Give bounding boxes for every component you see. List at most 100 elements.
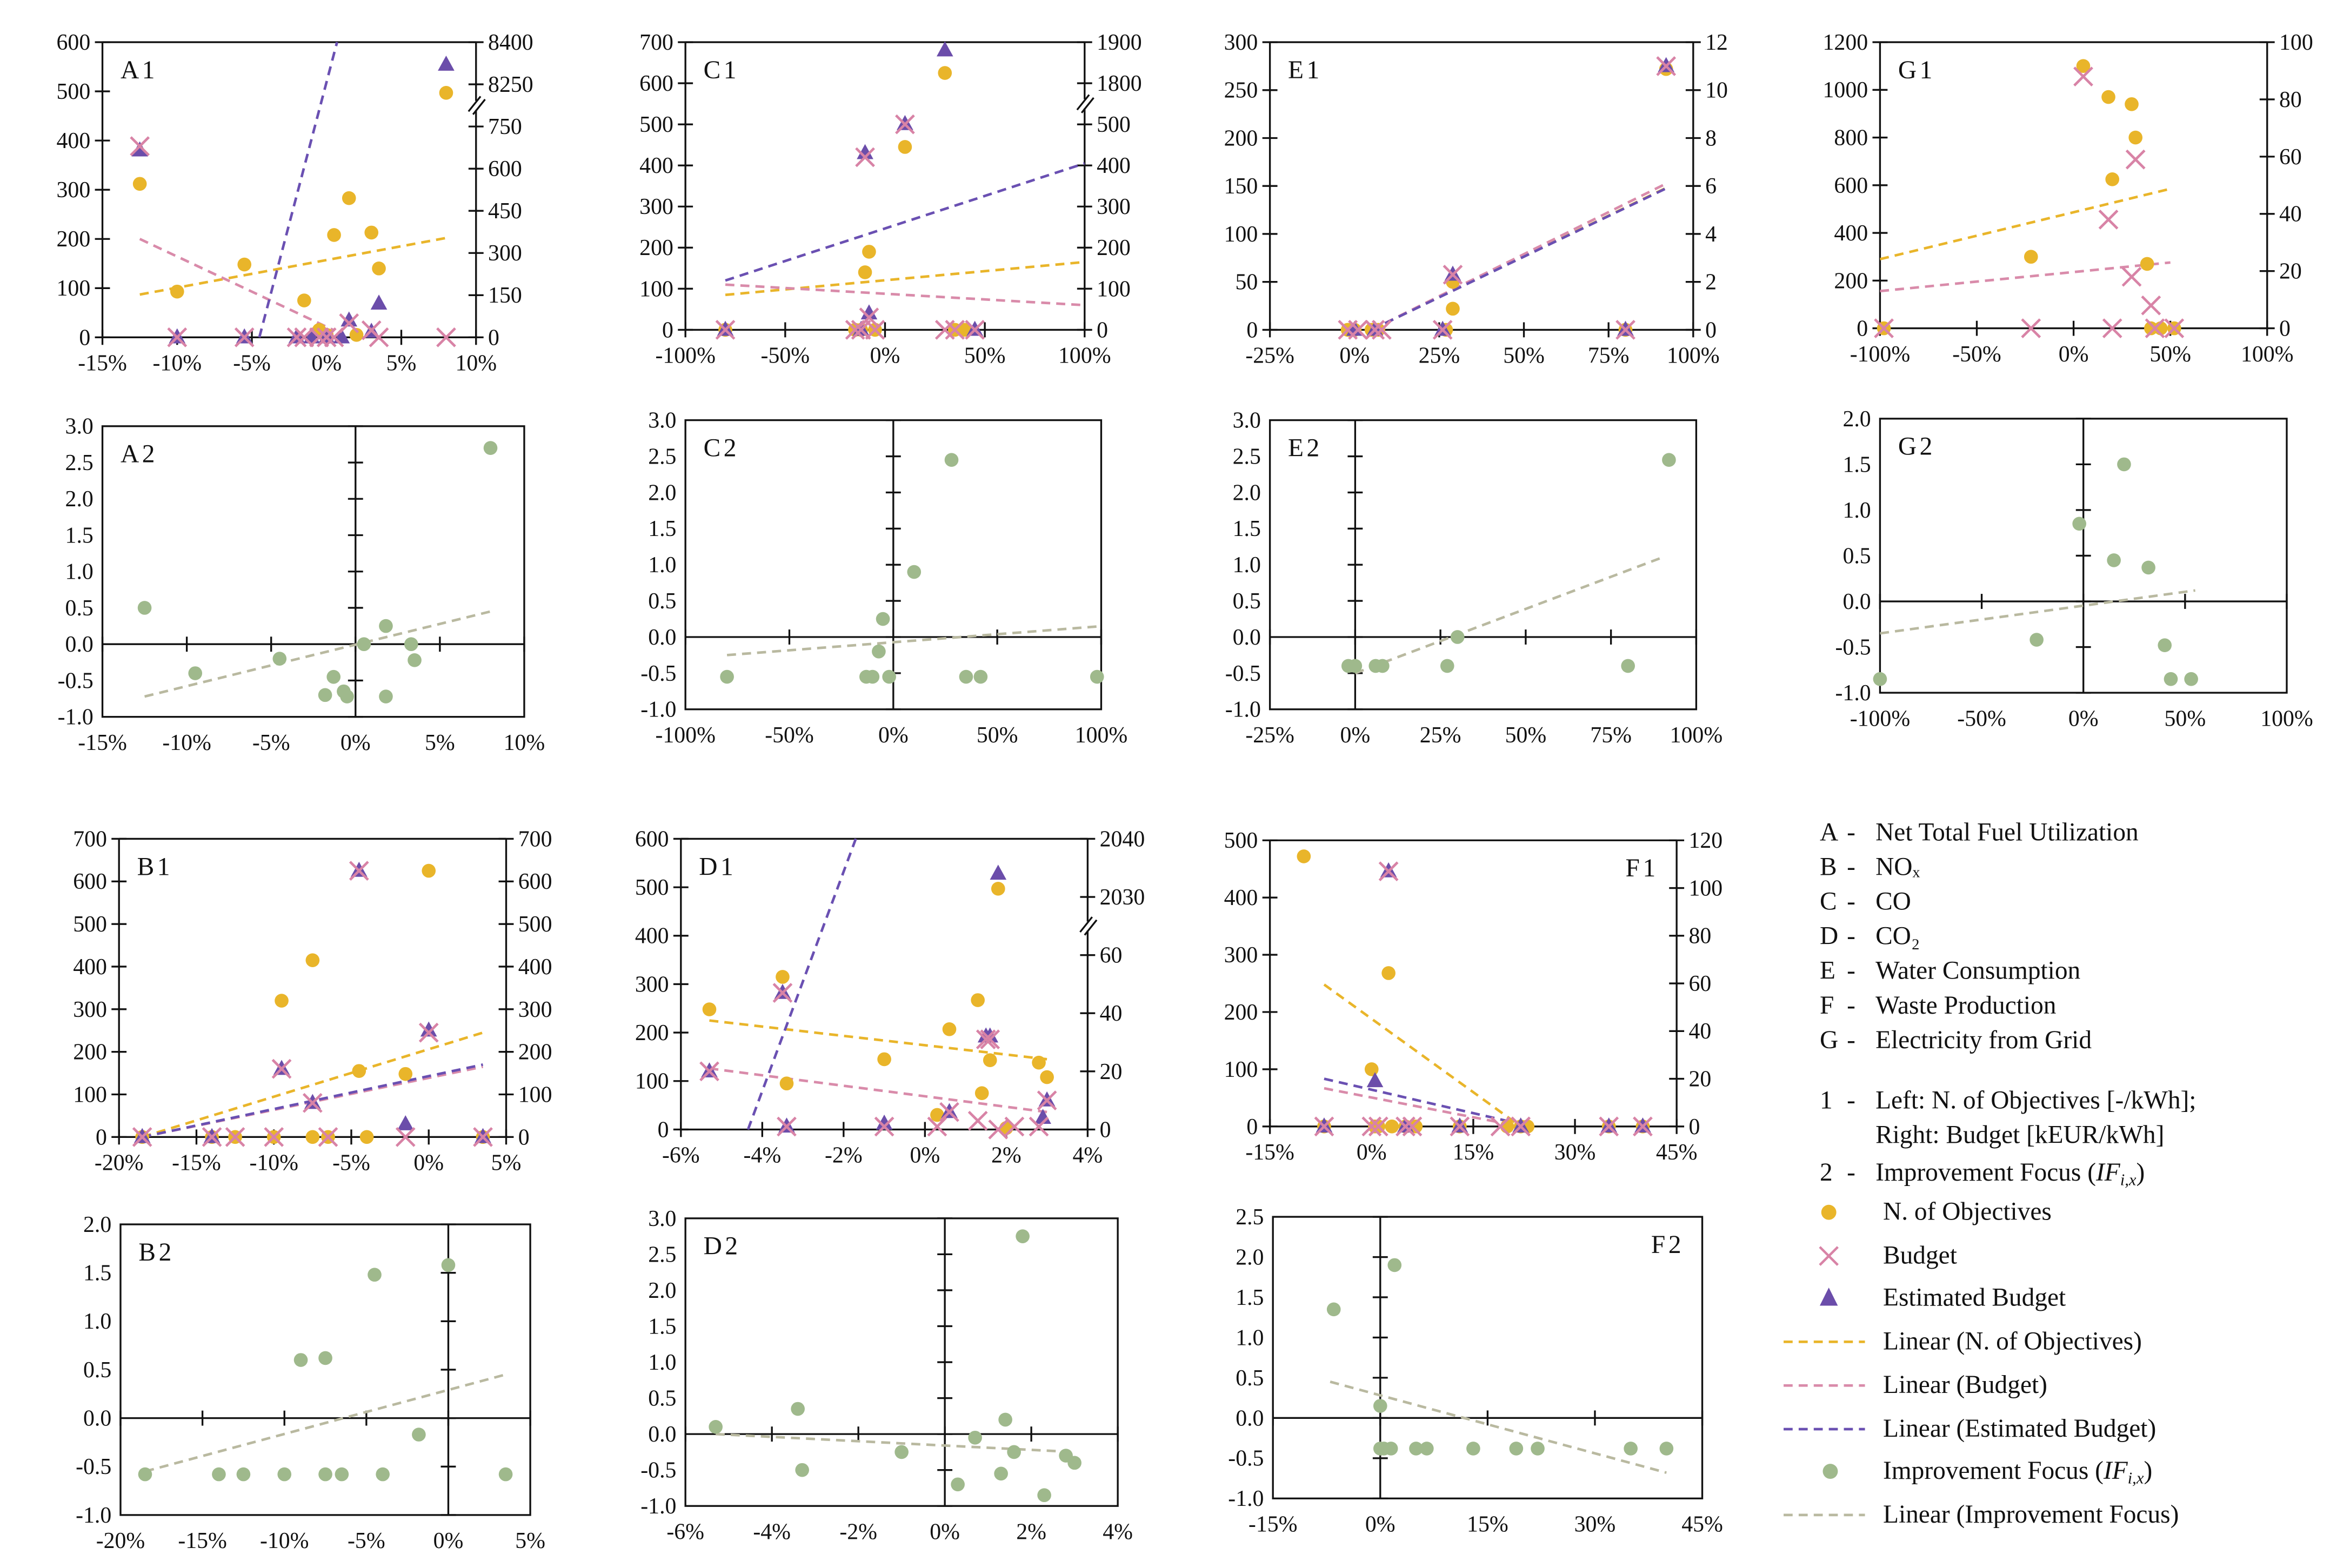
point-improvement-focus xyxy=(1376,659,1390,673)
x-tick-label: 0% xyxy=(1339,344,1370,368)
plot-frame xyxy=(684,1217,1119,1507)
point-budget xyxy=(473,1127,493,1147)
y-tick-label: 1.0 xyxy=(648,1350,676,1375)
legend-text-part: Linear (Estimated Budget) xyxy=(1883,1413,2157,1442)
point-budget xyxy=(2073,66,2093,86)
trend-line-improvement-focus xyxy=(1330,1381,1667,1474)
y2-tick-label: 8400 xyxy=(488,30,533,55)
legend-text: Improvement Focus (IFi,x) xyxy=(1875,1157,2145,1197)
panel-G2: -1.0 -0.5 0.0 0.5 1.0 1.5 2.0 -100% -50% 0% 50% 100… xyxy=(1835,407,2313,732)
point-improvement-focus xyxy=(1531,1442,1545,1456)
point-improvement-focus xyxy=(882,669,896,684)
point-objectives xyxy=(342,191,356,205)
point-improvement-focus xyxy=(1067,1456,1081,1470)
y2-tick-label: 400 xyxy=(1097,153,1131,178)
y-tick-label: 1.0 xyxy=(1233,553,1261,578)
y-tick-label: 300 xyxy=(57,178,91,203)
y-tick-label: 0 xyxy=(1857,317,1868,341)
point-budget xyxy=(1371,319,1392,340)
point-budget xyxy=(874,1116,894,1137)
x-tick-label: -2% xyxy=(825,1143,863,1168)
x-tick-label: 0% xyxy=(1357,1140,1387,1165)
point-estimated-budget xyxy=(936,41,953,57)
point-budget xyxy=(395,1127,416,1147)
point-budget xyxy=(934,319,955,340)
y-tick-label: 300 xyxy=(635,972,669,997)
y-tick-label: 2.5 xyxy=(648,1242,676,1267)
y2-tick-label: 0 xyxy=(1705,318,1717,343)
point-improvement-focus xyxy=(2107,553,2121,567)
point-improvement-focus xyxy=(795,1463,809,1477)
legend-text-part: ) xyxy=(2136,1158,2145,1187)
point-improvement-focus xyxy=(994,1466,1008,1481)
y2-tick-label: 750 xyxy=(488,115,522,139)
axis-break-mark xyxy=(1079,916,1093,933)
point-improvement-focus xyxy=(357,637,371,652)
x-tick-label: -20% xyxy=(95,1151,144,1176)
legend-key: 2 xyxy=(1819,1158,1833,1187)
legend-text: Improvement Focus (IFi,x) xyxy=(1883,1455,2152,1496)
point-improvement-focus xyxy=(1662,453,1676,467)
legend-text: Estimated Budget xyxy=(1883,1282,2066,1315)
x-tick-label: 0% xyxy=(930,1520,960,1545)
y2-tick-label: 500 xyxy=(1097,112,1131,137)
y-tick-label: -1.0 xyxy=(58,705,94,730)
legend-text-part: ) xyxy=(2144,1456,2153,1485)
y-tick-label: 0.0 xyxy=(65,632,94,657)
y-tick-label: 600 xyxy=(635,827,669,852)
axis-break-mark xyxy=(1076,94,1090,111)
x-tick-label: -25% xyxy=(1245,723,1294,748)
legend-key: F xyxy=(1819,990,1834,1020)
panel-title: F2 xyxy=(1651,1231,1684,1259)
point-budget xyxy=(286,327,307,347)
y-tick-label: 200 xyxy=(639,236,673,260)
y-tick-label: 2.0 xyxy=(1842,407,1871,432)
y-tick-label: 600 xyxy=(57,30,91,55)
y-tick-label: 200 xyxy=(73,1040,107,1065)
y-tick-label: 800 xyxy=(1834,126,1868,151)
panel-D2: -1.0 -0.5 0.0 0.5 1.0 1.5 2.0 2.5 3.0 -6% -4% -2% 0%… xyxy=(640,1207,1133,1545)
point-objectives xyxy=(349,327,364,342)
y-tick-label: 500 xyxy=(635,875,669,900)
axis-break-mark xyxy=(1080,97,1094,113)
y2-tick-label: 100 xyxy=(518,1082,552,1107)
y2-tick-label: 8 xyxy=(1705,126,1717,151)
point-objectives xyxy=(305,1130,320,1144)
trend-line-objectives xyxy=(725,260,1085,297)
point-improvement-focus xyxy=(951,1477,965,1492)
y2-tick-label: 0 xyxy=(1097,318,1108,343)
point-improvement-focus xyxy=(872,644,886,659)
legend-text-part: Budget xyxy=(1883,1240,1957,1269)
y-tick-label: 0 xyxy=(658,1117,669,1142)
point-budget xyxy=(965,319,985,340)
point-budget xyxy=(309,327,329,347)
point-objectives xyxy=(2128,130,2143,145)
y-tick-label: -1.0 xyxy=(76,1503,111,1528)
y-tick-label: 200 xyxy=(1224,1000,1258,1025)
x-tick-label: 100% xyxy=(2260,706,2313,731)
panel-title: E1 xyxy=(1288,56,1323,84)
point-improvement-focus xyxy=(2141,560,2155,575)
y-tick-label: 100 xyxy=(639,277,673,301)
panel-A2: -1.0 -0.5 0.0 0.5 1.0 1.5 2.0 2.5 3.0 -15% -10% -5%… xyxy=(58,414,545,755)
x-tick-label: -6% xyxy=(662,1143,700,1168)
x-tick-label: 25% xyxy=(1420,723,1461,748)
point-improvement-focus xyxy=(1450,630,1465,644)
point-budget xyxy=(2145,318,2165,339)
y-tick-label: 2.5 xyxy=(65,451,94,475)
y-tick-label: 0.5 xyxy=(1233,589,1261,614)
axis-break-mark xyxy=(472,98,486,115)
panel-title: F1 xyxy=(1626,854,1659,882)
trend-line-objectives xyxy=(139,237,446,296)
y2-tick-label: 450 xyxy=(488,199,522,224)
point-budget xyxy=(777,1116,797,1137)
series-layer xyxy=(725,162,1085,307)
legend-dash: - xyxy=(1847,990,1855,1020)
legend-text: Waste Production xyxy=(1875,990,2057,1020)
y-tick-label: 3.0 xyxy=(648,1207,676,1231)
point-objectives xyxy=(359,1130,374,1144)
x-tick-label: 0% xyxy=(878,723,909,748)
y-tick-label: 400 xyxy=(639,153,673,178)
point-objectives xyxy=(1032,1055,1046,1070)
point-estimated-budget xyxy=(990,865,1007,880)
